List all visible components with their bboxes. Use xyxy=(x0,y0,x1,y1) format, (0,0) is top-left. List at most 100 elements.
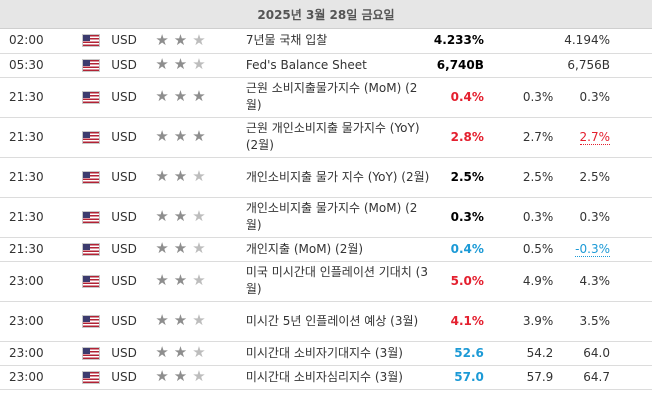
importance-stars: ★ ★ ★ xyxy=(149,29,242,54)
actual-value: 4.1% xyxy=(431,301,488,342)
event-name[interactable]: Fed's Balance Sheet xyxy=(241,53,432,78)
flag-cell xyxy=(73,301,108,342)
event-row[interactable]: 21:30 USD ★ ★ ★ 근원 개인소비지출 물가지수 (YoY) (2월) 2.8%… xyxy=(0,117,652,158)
star-icon: ★ xyxy=(192,87,206,105)
star-icon: ★ xyxy=(155,239,169,257)
event-time: 23:00 xyxy=(0,365,74,390)
currency: USD xyxy=(107,237,150,262)
revised-previous[interactable]: 2.7% xyxy=(579,129,610,145)
star-icon: ★ xyxy=(173,367,188,385)
importance-stars: ★ ★ ★ xyxy=(149,117,242,158)
event-name[interactable]: 근원 개인소비지출 물가지수 (YoY) (2월) xyxy=(241,117,432,158)
event-name[interactable]: 개인지출 (MoM) (2월) xyxy=(241,237,432,262)
currency: USD xyxy=(107,29,150,54)
flag-canton xyxy=(82,171,90,178)
currency: USD xyxy=(107,261,150,302)
currency: USD xyxy=(107,157,150,198)
actual-value: 2.8% xyxy=(431,117,488,158)
forecast-value: 54.2 xyxy=(487,341,558,366)
us-flag-icon xyxy=(81,34,100,48)
event-row[interactable]: 23:00 USD ★ ★ ★ 미시간대 소비자심리지수 (3월) 57.0 57.9 64.7 xyxy=(0,365,652,390)
star-icon: ★ xyxy=(155,343,169,361)
event-name[interactable]: 미시간대 소비자심리지수 (3월) xyxy=(241,365,432,390)
previous-value: 6,756B xyxy=(557,53,652,78)
event-name[interactable]: 미국 미시간대 인플레이션 기대치 (3월) xyxy=(241,261,432,302)
previous-value: 4.3% xyxy=(557,261,652,302)
event-name[interactable]: 근원 소비지출물가지수 (MoM) (2월) xyxy=(241,77,432,118)
forecast-value: 0.5% xyxy=(487,237,558,262)
currency: USD xyxy=(107,197,150,238)
event-name[interactable]: 개인소비지출 물가 지수 (YoY) (2월) xyxy=(241,157,432,198)
importance-stars: ★ ★ ★ xyxy=(149,157,242,198)
star-icon: ★ xyxy=(192,30,206,49)
currency: USD xyxy=(107,341,150,366)
importance-stars: ★ ★ ★ xyxy=(149,301,242,342)
event-time: 21:30 xyxy=(0,237,74,262)
flag-canton xyxy=(82,243,90,250)
revised-previous[interactable]: -0.3% xyxy=(575,241,610,257)
currency: USD xyxy=(107,117,150,158)
star-icon: ★ xyxy=(173,271,188,289)
actual-value: 5.0% xyxy=(431,261,488,302)
star-icon: ★ xyxy=(173,311,188,329)
us-flag-icon xyxy=(81,242,100,256)
forecast-value: 57.9 xyxy=(487,365,558,390)
flag-cell xyxy=(73,341,108,366)
forecast-value: 4.9% xyxy=(487,261,558,302)
event-row[interactable]: 21:30 USD ★ ★ ★ 근원 소비지출물가지수 (MoM) (2월) 0.4% 0.3… xyxy=(0,77,652,118)
event-row[interactable]: 02:00 USD ★ ★ ★ 7년물 국채 입찰 4.233% 4.194% xyxy=(0,29,652,54)
event-row[interactable]: 05:30 USD ★ ★ ★ Fed's Balance Sheet 6,740B 6,75… xyxy=(0,53,652,78)
event-time: 21:30 xyxy=(0,157,74,198)
flag-canton xyxy=(82,35,90,42)
event-name[interactable]: 미시간 5년 인플레이션 예상 (3월) xyxy=(241,301,432,342)
event-name[interactable]: 개인소비지출 물가지수 (MoM) (2월) xyxy=(241,197,432,238)
importance-stars: ★ ★ ★ xyxy=(149,53,242,78)
event-row[interactable]: 23:00 USD ★ ★ ★ 미시간 5년 인플레이션 예상 (3월) 4.1% 3.9% 3… xyxy=(0,301,652,342)
previous-value: -0.3% xyxy=(557,237,652,262)
actual-value: 52.6 xyxy=(431,341,488,366)
star-icon: ★ xyxy=(192,343,206,361)
star-icon: ★ xyxy=(173,127,188,145)
star-icon: ★ xyxy=(155,30,169,49)
flag-cell xyxy=(73,29,108,54)
flag-cell xyxy=(73,365,108,390)
actual-value: 0.4% xyxy=(431,77,488,118)
star-icon: ★ xyxy=(173,343,188,361)
star-icon: ★ xyxy=(155,207,169,225)
event-name[interactable]: 미시간대 소비자기대지수 (3월) xyxy=(241,341,432,366)
flag-canton xyxy=(82,347,90,354)
star-icon: ★ xyxy=(192,207,206,225)
forecast-value xyxy=(487,53,558,78)
events-table: 02:00 USD ★ ★ ★ 7년물 국채 입찰 4.233% 4.194% 05:30 USD… xyxy=(0,29,652,390)
event-time: 23:00 xyxy=(0,301,74,342)
flag-canton xyxy=(82,91,90,98)
event-time: 02:00 xyxy=(0,29,74,54)
flag-canton xyxy=(82,275,90,282)
star-icon: ★ xyxy=(192,167,206,185)
event-row[interactable]: 21:30 USD ★ ★ ★ 개인지출 (MoM) (2월) 0.4% 0.5% -0.3% xyxy=(0,237,652,262)
star-icon: ★ xyxy=(155,271,169,289)
star-icon: ★ xyxy=(155,87,169,105)
event-name[interactable]: 7년물 국채 입찰 xyxy=(241,29,432,54)
flag-cell xyxy=(73,117,108,158)
event-row[interactable]: 21:30 USD ★ ★ ★ 개인소비지출 물가 지수 (YoY) (2월) 2.5% 2.… xyxy=(0,157,652,198)
flag-canton xyxy=(82,371,90,378)
star-icon: ★ xyxy=(192,127,206,145)
actual-value: 2.5% xyxy=(431,157,488,198)
us-flag-icon xyxy=(81,58,100,72)
event-row[interactable]: 23:00 USD ★ ★ ★ 미국 미시간대 인플레이션 기대치 (3월) 5.0% 4.9… xyxy=(0,261,652,302)
event-time: 23:00 xyxy=(0,261,74,302)
star-icon: ★ xyxy=(173,30,188,49)
importance-stars: ★ ★ ★ xyxy=(149,341,242,366)
event-row[interactable]: 23:00 USD ★ ★ ★ 미시간대 소비자기대지수 (3월) 52.6 54.2 64.0 xyxy=(0,341,652,366)
us-flag-icon xyxy=(81,370,100,384)
event-row[interactable]: 21:30 USD ★ ★ ★ 개인소비지출 물가지수 (MoM) (2월) 0.3% 0.3… xyxy=(0,197,652,238)
flag-canton xyxy=(82,211,90,218)
previous-value: 2.5% xyxy=(557,157,652,198)
forecast-value: 0.3% xyxy=(487,197,558,238)
event-time: 21:30 xyxy=(0,117,74,158)
flag-cell xyxy=(73,157,108,198)
importance-stars: ★ ★ ★ xyxy=(149,77,242,118)
event-time: 23:00 xyxy=(0,341,74,366)
previous-value: 0.3% xyxy=(557,197,652,238)
